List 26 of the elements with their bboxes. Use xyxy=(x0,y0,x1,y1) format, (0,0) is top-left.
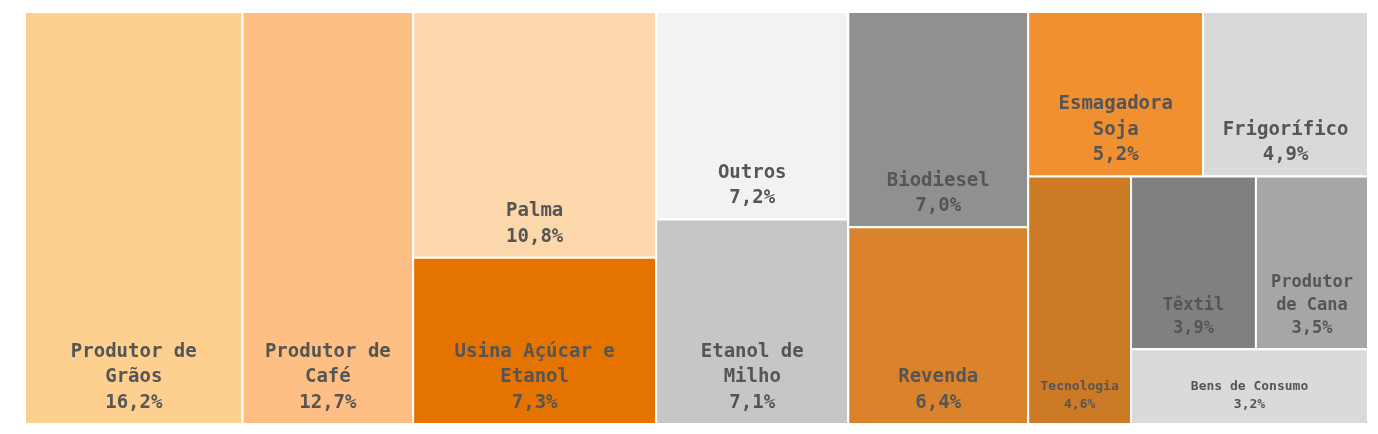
category-label: Revenda xyxy=(898,364,979,387)
category-label: Produtor de Cana xyxy=(1271,271,1353,315)
category-label: Bens de Consumo xyxy=(1190,378,1309,394)
category-label: Outros xyxy=(717,159,787,182)
data-label: 7,0% xyxy=(915,193,962,216)
data-label: 12,7% xyxy=(299,390,357,412)
category-label: Produtor de Café xyxy=(264,338,391,387)
data-label: 6,4% xyxy=(915,390,962,412)
category-label: Frigorífico xyxy=(1222,116,1349,139)
data-label: 16,2% xyxy=(105,390,163,412)
data-label: 10,8% xyxy=(506,223,564,246)
data-label: 3,2% xyxy=(1233,396,1266,411)
category-label: Esmagadora Soja xyxy=(1058,91,1173,139)
data-label: 7,1% xyxy=(729,390,776,412)
data-label: 7,3% xyxy=(511,390,559,412)
category-label: Etanol de Milho xyxy=(700,338,804,387)
data-label: 4,9% xyxy=(1262,142,1310,165)
data-label: 5,2% xyxy=(1092,142,1140,165)
category-label: Tecnologia xyxy=(1040,378,1119,394)
category-label: Biodiesel xyxy=(886,167,990,190)
category-label: Produtor de Grãos xyxy=(70,338,197,387)
category-label: Palma xyxy=(506,198,564,221)
data-label: 3,5% xyxy=(1291,317,1334,338)
data-label: 7,2% xyxy=(729,185,776,208)
data-label: 4,6% xyxy=(1063,396,1096,411)
category-label: Usina Açúcar e Etanol xyxy=(454,338,615,387)
